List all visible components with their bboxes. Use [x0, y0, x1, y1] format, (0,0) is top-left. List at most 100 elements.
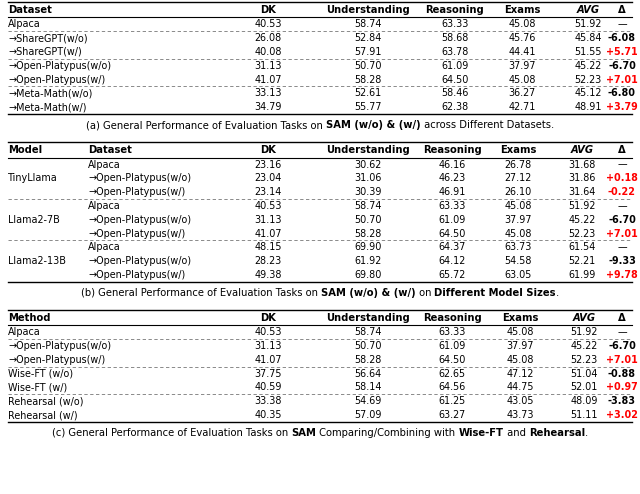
Text: 26.08: 26.08 [254, 33, 282, 43]
Text: Wise-FT: Wise-FT [458, 428, 504, 438]
Text: 45.08: 45.08 [506, 327, 534, 337]
Text: →ShareGPT(w/o): →ShareGPT(w/o) [8, 33, 88, 43]
Text: →Open-Platypus(w/o): →Open-Platypus(w/o) [88, 256, 191, 266]
Text: 34.79: 34.79 [254, 102, 282, 112]
Text: 52.21: 52.21 [568, 256, 596, 266]
Text: 41.07: 41.07 [254, 229, 282, 239]
Text: 63.33: 63.33 [438, 201, 466, 211]
Text: 45.22: 45.22 [570, 341, 598, 351]
Text: 26.78: 26.78 [504, 160, 532, 169]
Text: -9.33: -9.33 [608, 256, 636, 266]
Text: 58.74: 58.74 [355, 201, 381, 211]
Text: Understanding: Understanding [326, 145, 410, 155]
Text: Alpaca: Alpaca [88, 160, 121, 169]
Text: -6.70: -6.70 [608, 61, 636, 71]
Text: 51.04: 51.04 [570, 369, 598, 378]
Text: 58.46: 58.46 [442, 88, 468, 98]
Text: 65.72: 65.72 [438, 270, 466, 280]
Text: +0.18: +0.18 [606, 173, 638, 183]
Text: 40.53: 40.53 [254, 327, 282, 337]
Text: 51.92: 51.92 [568, 201, 596, 211]
Text: and: and [504, 428, 529, 438]
Text: 31.68: 31.68 [568, 160, 596, 169]
Text: 61.09: 61.09 [438, 341, 466, 351]
Text: 48.09: 48.09 [570, 396, 598, 406]
Text: +3.79: +3.79 [606, 102, 638, 112]
Text: across Different Datasets.: across Different Datasets. [420, 120, 554, 130]
Text: 69.80: 69.80 [355, 270, 381, 280]
Text: 23.04: 23.04 [254, 173, 282, 183]
Text: +9.78: +9.78 [606, 270, 638, 280]
Text: DK: DK [260, 145, 276, 155]
Text: 44.41: 44.41 [508, 47, 536, 57]
Text: Reasoning: Reasoning [426, 5, 484, 15]
Text: 45.22: 45.22 [574, 61, 602, 71]
Text: Alpaca: Alpaca [8, 19, 41, 30]
Text: 63.78: 63.78 [442, 47, 468, 57]
Text: 61.09: 61.09 [442, 61, 468, 71]
Text: →Open-Platypus(w/o): →Open-Platypus(w/o) [88, 215, 191, 225]
Text: 40.53: 40.53 [254, 201, 282, 211]
Text: Exams: Exams [500, 145, 536, 155]
Text: 51.55: 51.55 [574, 47, 602, 57]
Text: 64.12: 64.12 [438, 256, 466, 266]
Text: 48.15: 48.15 [254, 242, 282, 252]
Text: .: . [556, 288, 559, 298]
Text: Different Model Sizes: Different Model Sizes [435, 288, 556, 298]
Text: 45.08: 45.08 [506, 355, 534, 365]
Text: -6.70: -6.70 [608, 215, 636, 225]
Text: 64.50: 64.50 [438, 229, 466, 239]
Text: →ShareGPT(w/): →ShareGPT(w/) [8, 47, 82, 57]
Text: 52.23: 52.23 [568, 229, 596, 239]
Text: 23.14: 23.14 [254, 187, 282, 197]
Text: Δ: Δ [618, 145, 626, 155]
Text: 63.73: 63.73 [504, 242, 532, 252]
Text: 58.28: 58.28 [355, 355, 381, 365]
Text: 31.13: 31.13 [254, 61, 282, 71]
Text: 33.38: 33.38 [254, 396, 282, 406]
Text: 63.27: 63.27 [438, 410, 466, 420]
Text: 45.08: 45.08 [508, 75, 536, 84]
Text: 63.05: 63.05 [504, 270, 532, 280]
Text: 31.86: 31.86 [568, 173, 596, 183]
Text: TinyLlama: TinyLlama [8, 173, 58, 183]
Text: +7.01: +7.01 [606, 229, 638, 239]
Text: 41.07: 41.07 [254, 355, 282, 365]
Text: →Meta-Math(w/o): →Meta-Math(w/o) [8, 88, 92, 98]
Text: 46.91: 46.91 [438, 187, 466, 197]
Text: 45.22: 45.22 [568, 215, 596, 225]
Text: 46.16: 46.16 [438, 160, 466, 169]
Text: 61.25: 61.25 [438, 396, 466, 406]
Text: +3.02: +3.02 [606, 410, 638, 420]
Text: 33.13: 33.13 [254, 88, 282, 98]
Text: 45.84: 45.84 [574, 33, 602, 43]
Text: DK: DK [260, 313, 276, 323]
Text: 64.37: 64.37 [438, 242, 466, 252]
Text: Exams: Exams [502, 313, 538, 323]
Text: 64.50: 64.50 [442, 75, 468, 84]
Text: 57.91: 57.91 [355, 47, 381, 57]
Text: +0.97: +0.97 [606, 382, 638, 392]
Text: 48.91: 48.91 [574, 102, 602, 112]
Text: 58.28: 58.28 [355, 229, 381, 239]
Text: —: — [617, 201, 627, 211]
Text: →Open-Platypus(w/): →Open-Platypus(w/) [88, 187, 185, 197]
Text: 26.10: 26.10 [504, 187, 532, 197]
Text: 47.12: 47.12 [506, 369, 534, 378]
Text: 52.84: 52.84 [355, 33, 381, 43]
Text: 31.13: 31.13 [254, 215, 282, 225]
Text: 50.70: 50.70 [355, 341, 381, 351]
Text: 54.69: 54.69 [355, 396, 381, 406]
Text: —: — [617, 160, 627, 169]
Text: 40.35: 40.35 [254, 410, 282, 420]
Text: 52.61: 52.61 [355, 88, 381, 98]
Text: 31.06: 31.06 [355, 173, 381, 183]
Text: (c) General Performance of Evaluation Tasks on: (c) General Performance of Evaluation Ta… [52, 428, 291, 438]
Text: Comparing/Combining with: Comparing/Combining with [316, 428, 458, 438]
Text: AVG: AVG [570, 145, 593, 155]
Text: 30.62: 30.62 [355, 160, 381, 169]
Text: AVG: AVG [577, 5, 600, 15]
Text: 62.65: 62.65 [438, 369, 465, 378]
Text: 52.23: 52.23 [574, 75, 602, 84]
Text: Method: Method [8, 313, 51, 323]
